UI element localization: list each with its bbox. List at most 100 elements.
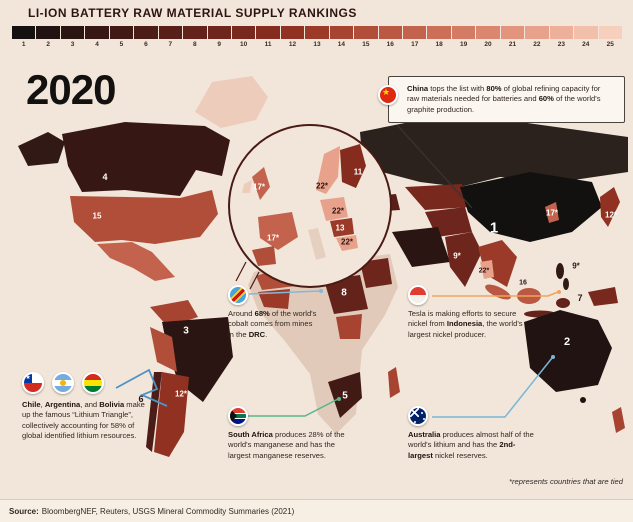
magnifier-ring bbox=[228, 124, 392, 288]
scale-number-13: 13 bbox=[313, 41, 321, 48]
scale-cell-8 bbox=[183, 26, 207, 39]
country-philippines-s bbox=[563, 278, 569, 290]
country-peru bbox=[150, 327, 177, 372]
scale-number-10: 10 bbox=[240, 41, 248, 48]
callout-lithium-text: Chile, Argentina, and Bolivia make up th… bbox=[22, 400, 145, 440]
country-hungary bbox=[336, 235, 358, 251]
argentina-flag-sun bbox=[60, 380, 67, 386]
country-spain bbox=[252, 246, 276, 266]
magnifier-pointer-lines bbox=[235, 261, 260, 290]
country-india bbox=[445, 232, 482, 287]
source-label: Source: bbox=[9, 506, 39, 516]
scale-number-8: 8 bbox=[192, 41, 197, 48]
country-zambia bbox=[336, 314, 362, 339]
australia-flag-stars bbox=[421, 412, 423, 414]
scale-number-14: 14 bbox=[337, 41, 346, 48]
rank-label: 16 bbox=[519, 279, 527, 287]
rank-label: 13 bbox=[335, 223, 345, 233]
scale-cell-24 bbox=[574, 26, 598, 39]
scale-cell-19 bbox=[451, 26, 476, 39]
callout-australia: Australia produces almost half of the wo… bbox=[408, 406, 540, 461]
scale-number-15: 15 bbox=[362, 41, 370, 48]
scale-number-19: 19 bbox=[459, 41, 468, 48]
rank-label: 9* bbox=[453, 251, 461, 261]
scale-cell-6 bbox=[134, 26, 158, 39]
callout-china: ★ China tops the list with 80% of global… bbox=[378, 76, 625, 123]
south-africa-flag-triangle bbox=[230, 408, 237, 424]
region-se-asia bbox=[478, 240, 517, 287]
country-argentina bbox=[154, 372, 189, 457]
country-greenland bbox=[195, 76, 268, 128]
country-saudi-arabia bbox=[392, 227, 450, 267]
tie-footnote: *represents countries that are tied bbox=[509, 477, 623, 486]
rank-label: 5 bbox=[342, 390, 348, 402]
scale-number-11: 11 bbox=[264, 41, 272, 48]
country-kazakhstan bbox=[405, 184, 470, 210]
rank-label: 22* bbox=[340, 237, 354, 247]
island-new-guinea bbox=[588, 287, 618, 306]
callout-drc: Around 68% of the world's cobalt comes f… bbox=[228, 285, 320, 340]
scale-number-22: 22 bbox=[533, 41, 541, 48]
scale-cell-10 bbox=[231, 26, 256, 39]
south-africa-connector-line bbox=[248, 398, 339, 417]
drc-connector-dot bbox=[319, 289, 323, 293]
scale-cell-17 bbox=[403, 26, 427, 39]
rank-label: 22* bbox=[315, 181, 329, 191]
country-uk bbox=[252, 167, 270, 200]
scale-number-20: 20 bbox=[484, 41, 492, 48]
tesla-connector-dot bbox=[557, 290, 561, 294]
indonesia-flag-icon bbox=[408, 285, 428, 305]
country-finland bbox=[340, 144, 366, 188]
country-ireland bbox=[242, 180, 252, 193]
rank-label: 12* bbox=[604, 210, 618, 220]
callout-china-text: China tops the list with 80% of global r… bbox=[407, 84, 601, 114]
scale-number-25: 25 bbox=[606, 41, 614, 48]
china-flag-icon: ★ bbox=[378, 85, 398, 105]
scale-number-21: 21 bbox=[508, 41, 517, 48]
china-flag-star: ★ bbox=[382, 87, 391, 97]
callout-south-africa-text: South Africa produces 28% of the world's… bbox=[228, 430, 345, 460]
rank-label: 3 bbox=[183, 325, 189, 337]
scale-cell-15 bbox=[354, 26, 378, 39]
country-france bbox=[258, 212, 298, 250]
rank-label: 2 bbox=[563, 336, 571, 348]
country-south-korea bbox=[545, 202, 559, 223]
scale-number-12: 12 bbox=[288, 41, 297, 48]
country-norway bbox=[316, 146, 340, 194]
source-text: BloombergNEF, Reuters, USGS Mineral Comm… bbox=[41, 506, 295, 516]
country-usa bbox=[70, 190, 218, 244]
callout-tesla-text: Tesla is making efforts to secure nickel… bbox=[408, 309, 523, 339]
australia-connector-dot bbox=[551, 355, 555, 359]
rank-label: 8 bbox=[341, 287, 347, 299]
country-thailand bbox=[480, 260, 494, 279]
callout-australia-text: Australia produces almost half of the wo… bbox=[408, 430, 534, 460]
scale-cell-20 bbox=[476, 26, 500, 39]
scale-number-16: 16 bbox=[386, 41, 394, 48]
scale-number-6: 6 bbox=[144, 41, 148, 48]
china-leader-line bbox=[397, 125, 473, 209]
country-alaska bbox=[18, 132, 65, 166]
scale-number-17: 17 bbox=[411, 41, 419, 48]
south-africa-flag-icon bbox=[228, 406, 248, 426]
scale-cell-9 bbox=[207, 26, 231, 39]
country-drc bbox=[324, 275, 368, 314]
lithium-triangle-arrow bbox=[115, 368, 168, 407]
rank-label: 12* bbox=[174, 389, 188, 399]
scale-cell-5 bbox=[109, 26, 134, 39]
scale-cell-4 bbox=[85, 26, 109, 39]
scale-cell-22 bbox=[525, 26, 549, 39]
country-russia bbox=[360, 120, 628, 187]
scale-number-5: 5 bbox=[119, 41, 124, 48]
callout-south-africa: South Africa produces 28% of the world's… bbox=[228, 406, 356, 461]
scale-number-3: 3 bbox=[70, 41, 75, 48]
argentina-flag-icon bbox=[52, 372, 75, 394]
island-sulawesi bbox=[556, 298, 570, 308]
scale-cell-14 bbox=[329, 26, 354, 39]
drc-flag-icon bbox=[228, 285, 248, 305]
country-germany bbox=[320, 197, 348, 221]
rank-scale-numbers: 1 2 3 4 5 6 7 8 9 10 11 12 13 14 15 16 17 18 19 20 21 22 23 24 2… bbox=[12, 41, 622, 48]
country-china bbox=[460, 172, 602, 242]
country-chile bbox=[146, 372, 162, 452]
scale-number-18: 18 bbox=[435, 41, 443, 48]
